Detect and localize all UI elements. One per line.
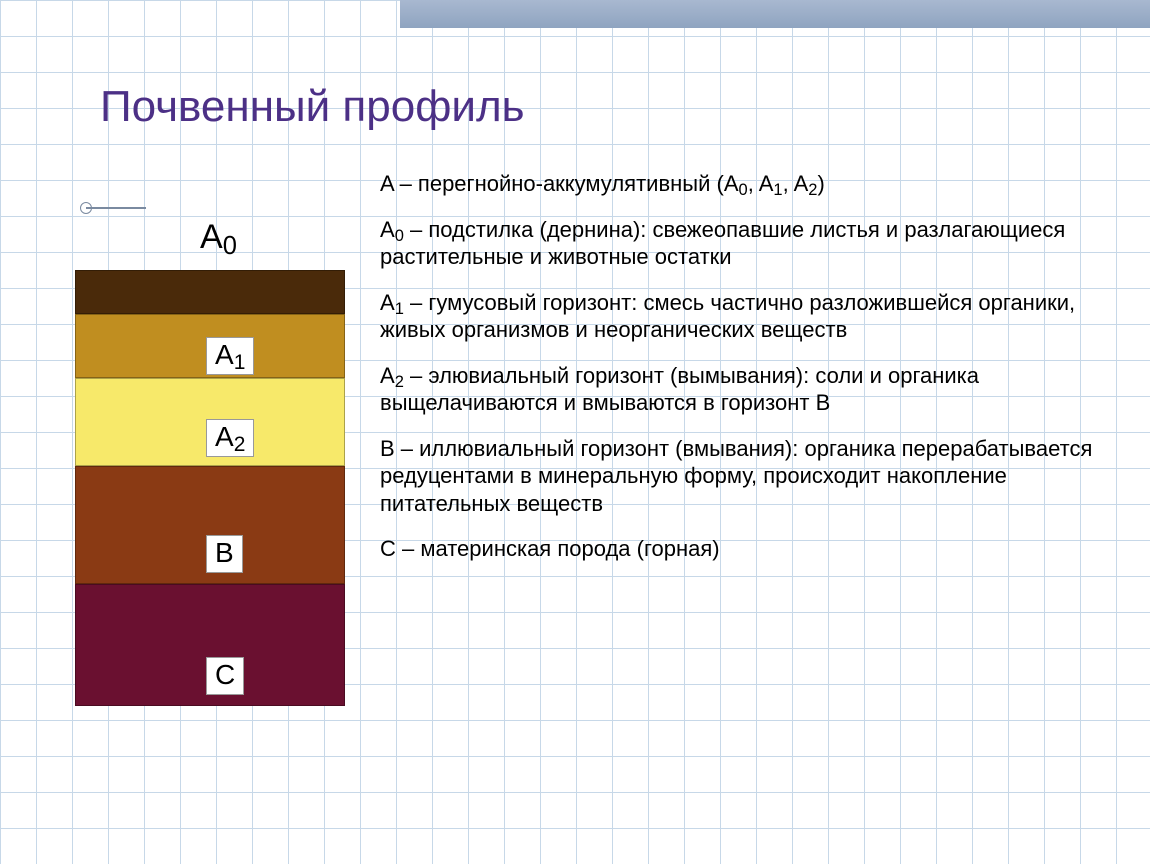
- description-item-4: B – иллювиальный горизонт (вмывания): ор…: [380, 435, 1120, 518]
- description-item-2: A1 – гумусовый горизонт: смесь частично …: [380, 289, 1120, 344]
- soil-layer-a2: A2: [75, 378, 345, 466]
- description-item-5: C – материнская порода (горная): [380, 535, 1120, 563]
- layer-label-b: B: [206, 535, 243, 573]
- top-accent-strip: [400, 0, 1150, 28]
- layer-label-a0-text: A0: [200, 218, 237, 257]
- layer-label-a1: A1: [206, 337, 254, 375]
- description-item-1: A0 – подстилка (дернина): свежеопавшие л…: [380, 216, 1120, 271]
- soil-layer-c: C: [75, 584, 345, 706]
- page-title: Почвенный профиль: [100, 82, 525, 132]
- layer-label-a2: A2: [206, 419, 254, 457]
- description-item-3: A2 – элювиальный горизонт (вымывания): с…: [380, 362, 1120, 417]
- soil-layer-a1: A1: [75, 314, 345, 378]
- description-item-0: A – перегнойно-аккумулятивный (A0, A1, A…: [380, 170, 1120, 198]
- soil-layer-b: B: [75, 466, 345, 584]
- soil-profile-diagram: A1 A2 B C: [75, 270, 345, 706]
- layer-label-c: C: [206, 657, 244, 695]
- soil-layer-a0: [75, 270, 345, 314]
- descriptions-panel: A – перегнойно-аккумулятивный (A0, A1, A…: [380, 170, 1120, 581]
- placeholder-handle-icon: [80, 198, 104, 218]
